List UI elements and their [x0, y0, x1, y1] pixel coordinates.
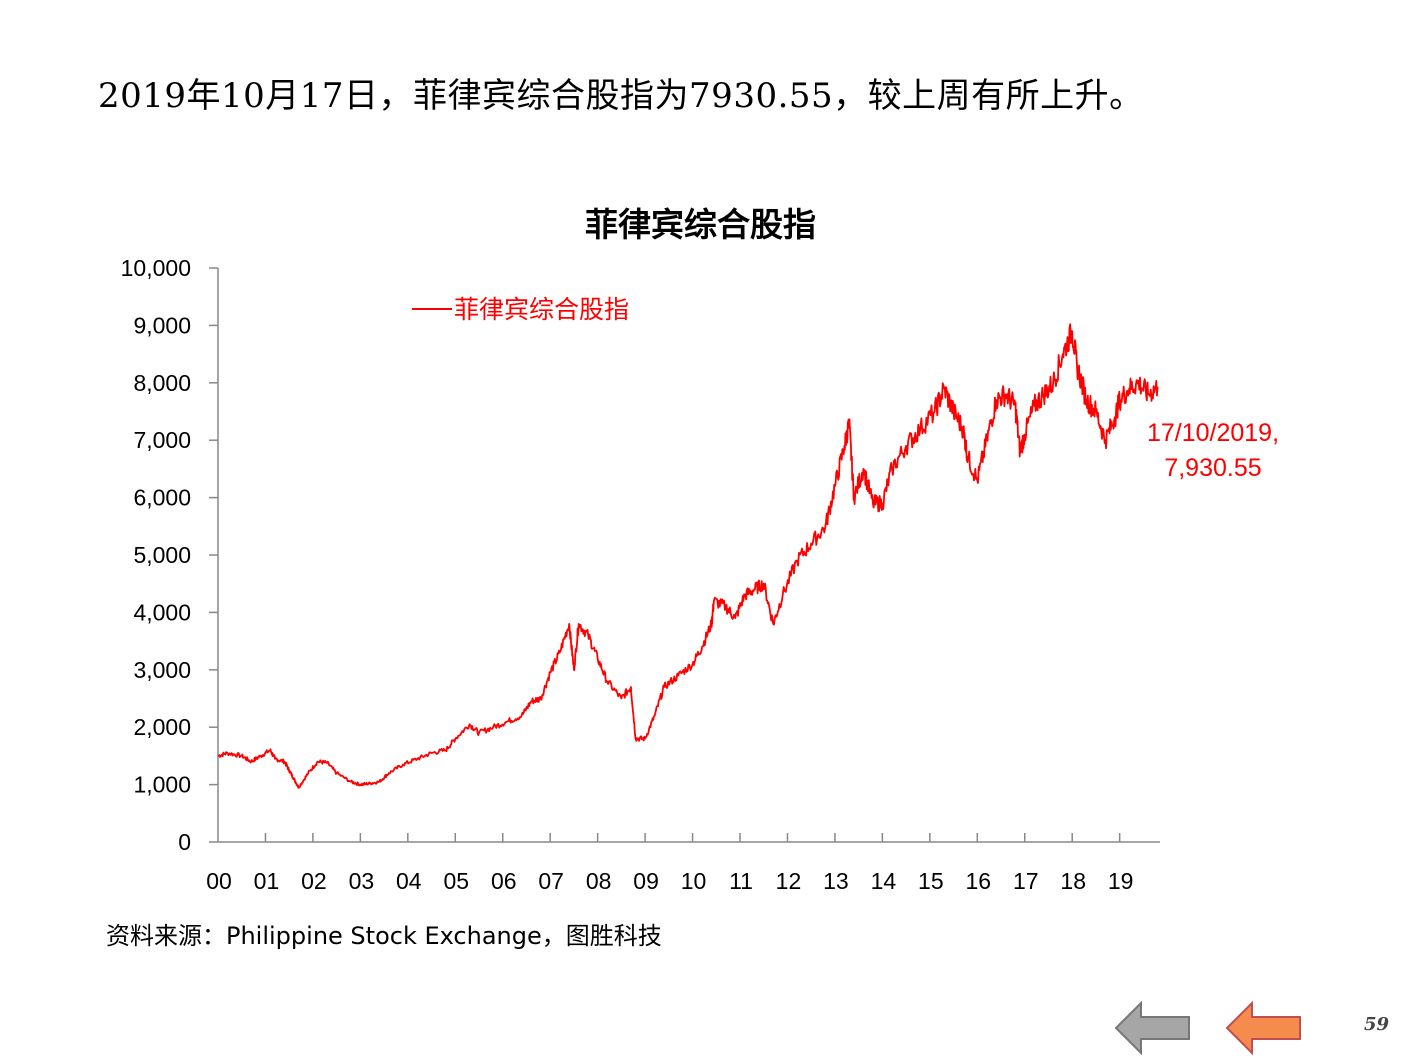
chart-legend: 菲律宾综合股指	[412, 290, 629, 326]
x-tick-label: 16	[965, 868, 991, 894]
x-tick-label: 15	[918, 868, 944, 894]
legend-label: 菲律宾综合股指	[454, 295, 630, 324]
y-tick-label: 6,000	[133, 485, 191, 511]
series-line	[217, 323, 1159, 789]
x-tick-label: 13	[823, 868, 849, 894]
x-axis-ticks: 00 01 02 03 04 05 06 07 08 09 10 11 12 13 14 15 16 17 18 19	[206, 833, 1133, 894]
x-tick-label: 04	[396, 868, 422, 894]
y-tick-label: 1,000	[133, 772, 191, 798]
x-tick-label: 03	[349, 868, 375, 894]
x-tick-label: 05	[443, 868, 469, 894]
legend-line-swatch	[412, 308, 452, 310]
y-tick-label: 5,000	[133, 542, 191, 568]
x-tick-label: 18	[1060, 868, 1086, 894]
y-axis-ticks: 0 1,000 2,000 3,000 4,000 5,000 6,000 7,000 8,00…	[121, 255, 218, 855]
x-tick-label: 06	[491, 868, 517, 894]
left-arrow-icon[interactable]	[1113, 1000, 1193, 1056]
chart-title-text: 菲律宾综合股指	[585, 205, 816, 244]
x-tick-label: 07	[538, 868, 564, 894]
x-tick-label: 12	[776, 868, 802, 894]
last-value-annotation: 17/10/2019, 7,930.55	[1128, 416, 1298, 486]
source-note: 资料来源：Philippine Stock Exchange，图胜科技	[106, 922, 662, 950]
x-tick-label: 01	[254, 868, 280, 894]
y-tick-label: 4,000	[133, 599, 191, 625]
y-tick-label: 7,000	[133, 427, 191, 453]
x-tick-label: 00	[206, 868, 232, 894]
x-tick-label: 19	[1108, 868, 1134, 894]
y-tick-label: 8,000	[133, 370, 191, 396]
x-tick-label: 09	[633, 868, 659, 894]
y-tick-label: 2,000	[133, 714, 191, 740]
y-tick-label: 0	[178, 829, 191, 855]
y-tick-label: 3,000	[133, 657, 191, 683]
annotation-value: 7,930.55	[1164, 454, 1262, 482]
x-tick-label: 10	[681, 868, 707, 894]
annotation-date: 17/10/2019,	[1146, 419, 1280, 447]
chart-axes	[217, 268, 1160, 843]
x-tick-label: 08	[586, 868, 612, 894]
chart-title: 菲律宾综合股指	[0, 198, 1411, 246]
left-arrow-icon[interactable]	[1224, 1000, 1304, 1056]
y-tick-label: 10,000	[121, 255, 191, 281]
x-tick-label: 14	[871, 868, 897, 894]
x-tick-label: 17	[1013, 868, 1039, 894]
page-number: 59	[1364, 1014, 1390, 1035]
chart-series	[217, 323, 1159, 789]
page-headline: 2019年10月17日，菲律宾综合股指为7930.55，较上周有所上升。	[98, 76, 1144, 116]
y-tick-label: 9,000	[133, 312, 191, 338]
x-tick-label: 02	[301, 868, 327, 894]
x-tick-label: 11	[729, 868, 753, 894]
